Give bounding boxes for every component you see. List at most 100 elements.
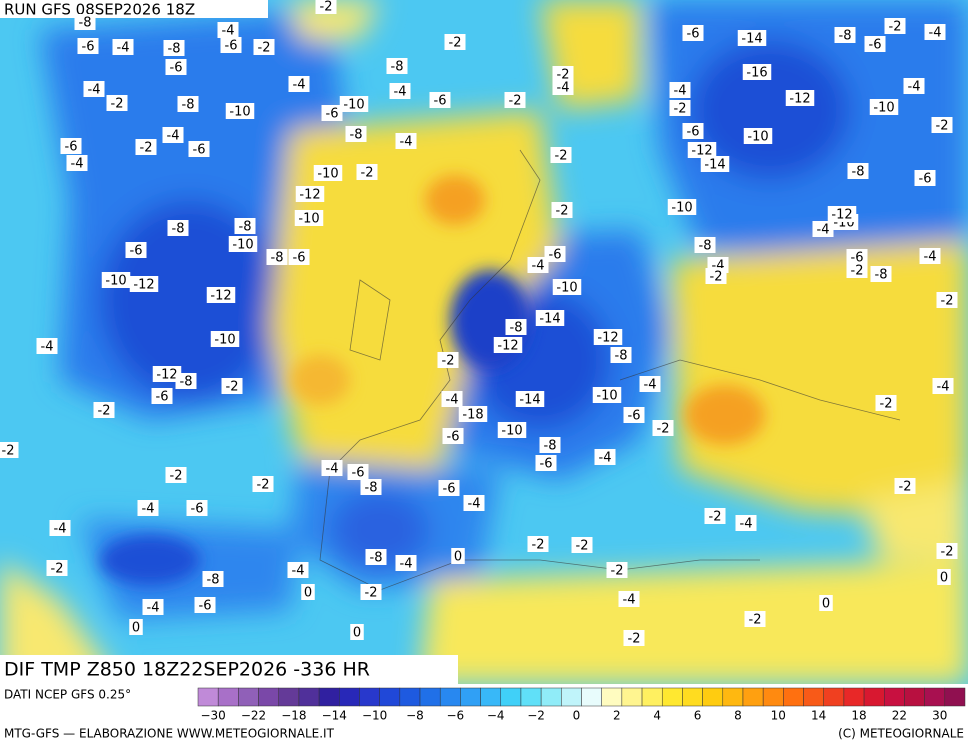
contour-label: -10 xyxy=(556,281,577,296)
contour-label: -4 xyxy=(292,564,305,579)
colorbar-swatch xyxy=(399,687,421,707)
contour-label: -4 xyxy=(147,601,160,616)
contour-label: -6 xyxy=(919,172,932,187)
label-box xyxy=(914,170,936,186)
label-box xyxy=(527,257,549,273)
contour-label: -8 xyxy=(391,60,404,75)
label-box xyxy=(743,128,773,144)
label-box xyxy=(442,428,464,444)
contour-label: 0 xyxy=(304,586,312,601)
label-box xyxy=(618,591,640,607)
contour-label: -8 xyxy=(350,128,363,143)
colorbar-swatch xyxy=(702,687,724,707)
colorbar-label: −30 xyxy=(200,709,225,723)
contour-label: -4 xyxy=(532,259,545,274)
contour-label: -4 xyxy=(326,462,339,477)
contour-label: -14 xyxy=(539,312,560,327)
contour-label: -12 xyxy=(299,188,320,203)
contour-label: -10 xyxy=(229,105,250,120)
contour-label: -2 xyxy=(258,41,271,56)
contour-label: -2 xyxy=(51,562,64,577)
contour-label: -2 xyxy=(674,102,687,117)
contour-label: -2 xyxy=(851,264,864,279)
contour-label: -4 xyxy=(167,129,180,144)
label-box xyxy=(931,117,953,133)
label-box xyxy=(125,242,147,258)
colorbar-label: 4 xyxy=(653,709,661,723)
label-box xyxy=(356,164,378,180)
label-box xyxy=(60,138,82,154)
contour-label: -6 xyxy=(170,61,183,76)
contour-label: -4 xyxy=(929,26,942,41)
contour-label: -8 xyxy=(207,573,220,588)
colorbar-swatch xyxy=(742,687,764,707)
label-box xyxy=(202,571,224,587)
contour-label: -6 xyxy=(326,107,339,122)
label-box xyxy=(135,139,157,155)
contour-label: -6 xyxy=(628,409,641,424)
contour-label: -12 xyxy=(597,331,618,346)
map-field xyxy=(0,0,968,684)
run-title: RUN GFS 08SEP2026 18Z xyxy=(4,1,195,19)
contour-label: -6 xyxy=(851,251,864,266)
colorbar-label: 2 xyxy=(613,709,621,723)
colorbar-swatch xyxy=(722,687,744,707)
label-box xyxy=(313,165,343,181)
contour-label: -4 xyxy=(71,157,84,172)
label-box xyxy=(894,478,916,494)
colorbar-swatch xyxy=(843,687,865,707)
contour-label: -2 xyxy=(556,204,569,219)
contour-label: -4 xyxy=(623,593,636,608)
contour-label: -6 xyxy=(869,38,882,53)
caption: DIF TMP Z850 18Z22SEP2026 -336 HR xyxy=(4,659,370,681)
colorbar-swatch xyxy=(278,687,300,707)
label-box xyxy=(444,34,466,50)
contour-label: -2 xyxy=(611,564,624,579)
label-box xyxy=(515,391,545,407)
colorbar-swatch xyxy=(783,687,804,707)
contour-label: -2 xyxy=(709,510,722,525)
contour-label: -8 xyxy=(172,222,185,237)
label-box xyxy=(463,495,485,511)
label-box xyxy=(295,186,325,202)
contour-label: -2 xyxy=(889,20,902,35)
label-box xyxy=(253,39,275,55)
contour-label: -4 xyxy=(400,557,413,572)
contour-label: -6 xyxy=(293,251,306,266)
colorbar-label: −10 xyxy=(362,709,387,723)
contour-label: -4 xyxy=(54,522,67,537)
contour-label: -2 xyxy=(170,469,183,484)
label-box xyxy=(49,520,71,536)
label-box xyxy=(819,595,833,611)
label-box xyxy=(225,103,255,119)
contour-label: -4 xyxy=(644,378,657,393)
colorbar-label: 10 xyxy=(771,709,786,723)
contour-label: -8 xyxy=(510,321,523,336)
label-box xyxy=(77,38,99,54)
colorbar-label: −22 xyxy=(241,709,266,723)
label-box xyxy=(386,58,408,74)
label-box xyxy=(694,237,716,253)
label-box xyxy=(266,249,288,265)
contour-label: -2 xyxy=(442,354,455,369)
label-box xyxy=(705,268,727,284)
contour-label: -8 xyxy=(544,439,557,454)
label-box xyxy=(66,155,88,171)
label-box xyxy=(594,449,616,465)
contour-label: 0 xyxy=(353,626,361,641)
contour-label: -2 xyxy=(936,119,949,134)
label-box xyxy=(345,126,367,142)
colorbar-swatch xyxy=(460,687,481,707)
contour-label: -2 xyxy=(140,141,153,156)
contour-label: -10 xyxy=(671,201,692,216)
colorbar-swatch xyxy=(298,687,320,707)
contour-label: -8 xyxy=(370,551,383,566)
colorbar-label: 14 xyxy=(811,709,826,723)
contour-label: -4 xyxy=(394,85,407,100)
label-box xyxy=(875,395,897,411)
colorbar-swatch xyxy=(500,687,522,707)
contour-label: -4 xyxy=(88,83,101,98)
contour-label: 0 xyxy=(454,550,462,565)
contour-label: -4 xyxy=(293,78,306,93)
